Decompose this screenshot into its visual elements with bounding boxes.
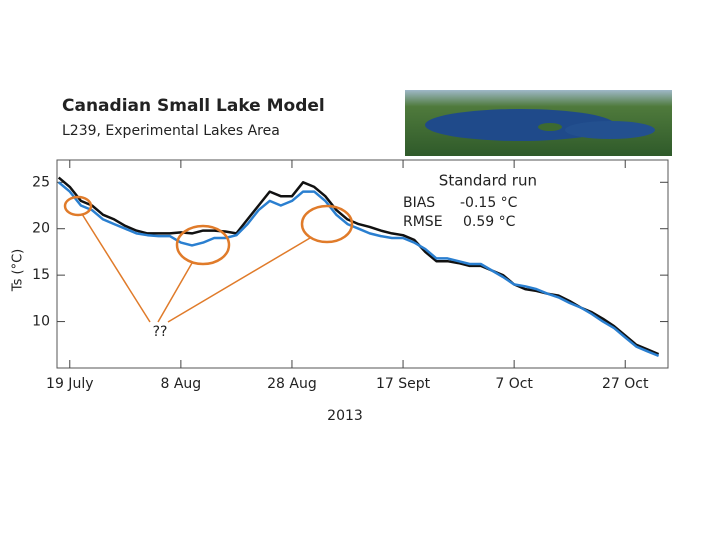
chart-title: Canadian Small Lake Model [62, 96, 325, 116]
chart-subtitle: L239, Experimental Lakes Area [62, 123, 280, 139]
x-tick-label: 19 July [46, 376, 93, 392]
annotation: Standard run [439, 172, 537, 190]
annotation: -0.15 °C [460, 195, 518, 211]
annotation: ?? [153, 324, 168, 340]
x-axis-label: 2013 [327, 408, 363, 424]
series-line [57, 181, 660, 358]
y-tick-label: 10 [32, 314, 50, 330]
callouts [63, 195, 354, 323]
x-tick-label: 17 Sept [376, 376, 431, 392]
y-tick-label: 15 [32, 267, 50, 283]
annotation: RMSE [403, 214, 443, 230]
x-tick-label: 27 Oct [602, 376, 649, 392]
y-tick-label: 25 [32, 174, 50, 190]
annotation: 0.59 °C [463, 214, 516, 230]
y-axis-label: Ts (°C) [11, 249, 26, 292]
plot: 10 15 20 25 19 July 8 Aug 28 Aug 17 Sept 7 Oct 27… [32, 160, 668, 392]
plot-frame [56, 159, 669, 369]
annotation: BIAS [403, 195, 435, 211]
x-tick-label: 28 Aug [267, 376, 317, 392]
x-tick-label: 7 Oct [495, 376, 533, 392]
series-line [57, 176, 660, 356]
y-tick-label: 20 [32, 221, 50, 237]
lake-photo [405, 90, 672, 156]
x-tick-label: 8 Aug [161, 376, 202, 392]
